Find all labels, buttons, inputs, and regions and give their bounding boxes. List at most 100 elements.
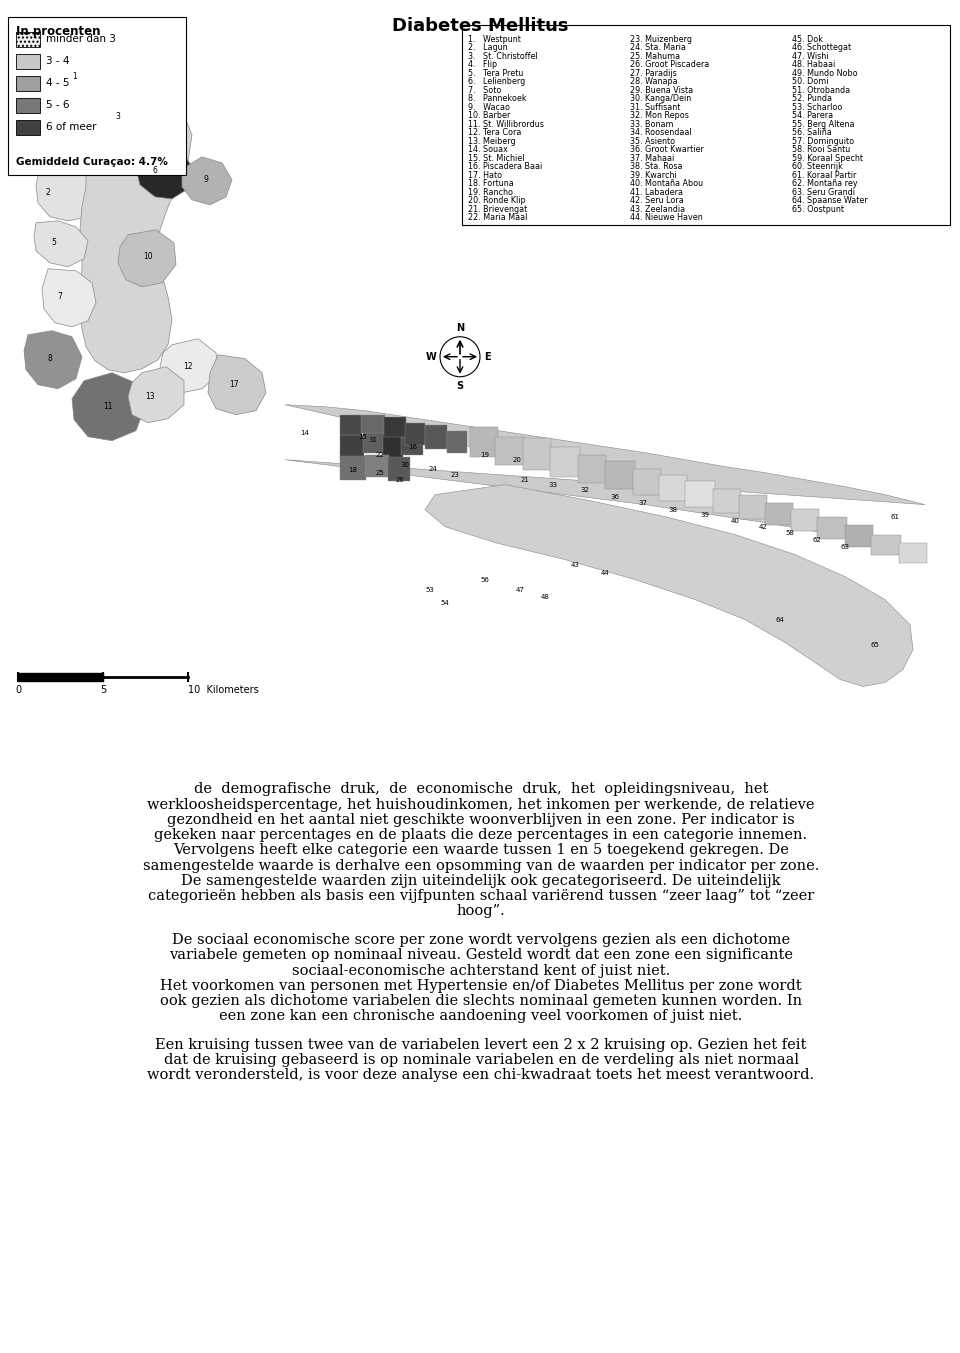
Text: 45. Dok: 45. Dok — [792, 35, 823, 45]
Text: Een kruising tussen twee van de variabelen levert een 2 x 2 kruising op. Gezien : Een kruising tussen twee van de variabel… — [156, 1038, 806, 1053]
Bar — [817, 517, 847, 538]
Text: 42. Seru Lora: 42. Seru Lora — [630, 196, 684, 206]
Text: 39: 39 — [701, 511, 709, 518]
Polygon shape — [208, 354, 266, 415]
Text: 40: 40 — [731, 518, 739, 524]
Text: 35. Asiento: 35. Asiento — [630, 137, 675, 146]
Polygon shape — [24, 330, 82, 388]
Text: 64. Spaanse Water: 64. Spaanse Water — [792, 196, 868, 206]
Text: 8: 8 — [48, 354, 53, 363]
Text: 15: 15 — [359, 434, 368, 440]
Bar — [713, 488, 741, 513]
Text: wordt verondersteld, is voor deze analyse een chi-kwadraat toets het meest veran: wordt verondersteld, is voor deze analys… — [148, 1069, 815, 1082]
Bar — [685, 480, 715, 506]
Text: 30: 30 — [400, 461, 410, 468]
Text: 22. Maria Maal: 22. Maria Maal — [468, 214, 527, 222]
Bar — [16, 76, 40, 91]
Bar — [871, 534, 901, 555]
Text: W: W — [425, 352, 436, 361]
Text: 18. Fortuna: 18. Fortuna — [468, 180, 514, 188]
Bar — [659, 475, 687, 501]
Bar — [16, 97, 40, 112]
Text: 56: 56 — [481, 576, 490, 583]
Text: 44. Nieuwe Haven: 44. Nieuwe Haven — [630, 214, 703, 222]
Polygon shape — [182, 157, 232, 204]
Text: dat de kruising gebaseerd is op nominale variabelen en de verdeling als niet nor: dat de kruising gebaseerd is op nominale… — [163, 1053, 799, 1068]
Text: 9.   Wacao: 9. Wacao — [468, 103, 510, 112]
Text: 20: 20 — [513, 457, 521, 463]
Bar — [447, 430, 467, 453]
Polygon shape — [128, 367, 184, 422]
Text: sociaal-economische achterstand kent of juist niet.: sociaal-economische achterstand kent of … — [292, 963, 670, 977]
Text: 10: 10 — [143, 252, 153, 261]
Text: Diabetes Mellitus: Diabetes Mellitus — [392, 18, 568, 35]
Text: 29. Buena Vista: 29. Buena Vista — [630, 87, 693, 95]
Bar — [340, 456, 366, 480]
Bar — [340, 434, 364, 457]
Polygon shape — [160, 338, 218, 392]
Bar — [765, 502, 793, 525]
Text: 18: 18 — [348, 467, 357, 472]
Text: 5: 5 — [52, 238, 57, 248]
Text: 39. Kwarchi: 39. Kwarchi — [630, 170, 677, 180]
Polygon shape — [425, 484, 913, 686]
Text: 21. Brievengat: 21. Brievengat — [468, 204, 527, 214]
Text: 25. Mahuma: 25. Mahuma — [630, 51, 680, 61]
Text: 31. Suffisant: 31. Suffisant — [630, 103, 681, 112]
Text: een zone kan een chronische aandoening veel voorkomen of juist niet.: een zone kan een chronische aandoening v… — [220, 1009, 743, 1023]
Text: 14: 14 — [300, 430, 309, 436]
Text: 63. Seru Grandi: 63. Seru Grandi — [792, 188, 855, 198]
Text: S: S — [456, 380, 464, 391]
Text: 4 - 5: 4 - 5 — [46, 78, 69, 88]
Bar — [523, 437, 551, 469]
Text: gekeken naar percentages en de plaats die deze percentages in een categorie inne: gekeken naar percentages en de plaats di… — [155, 828, 807, 842]
Text: 15. St. Michiel: 15. St. Michiel — [468, 154, 524, 162]
Text: 16: 16 — [409, 444, 418, 449]
Text: 12: 12 — [183, 363, 193, 371]
Text: 23. Muizenberg: 23. Muizenberg — [630, 35, 692, 45]
Text: 10  Kilometers: 10 Kilometers — [188, 685, 259, 694]
Text: 36. Groot Kwartier: 36. Groot Kwartier — [630, 145, 704, 154]
Text: ook gezien als dichotome variabelen die slechts nominaal gemeten kunnen worden. : ook gezien als dichotome variabelen die … — [160, 994, 802, 1008]
Bar — [405, 422, 425, 445]
Text: 62. Montaña rey: 62. Montaña rey — [792, 180, 857, 188]
Polygon shape — [80, 47, 192, 372]
Text: 31: 31 — [369, 437, 377, 442]
Text: 5.   Tera Pretu: 5. Tera Pretu — [468, 69, 523, 78]
Text: 7: 7 — [58, 292, 62, 302]
Text: 61. Koraal Partir: 61. Koraal Partir — [792, 170, 856, 180]
Bar — [363, 433, 385, 453]
Text: 10. Barber: 10. Barber — [468, 111, 511, 120]
Text: 5 - 6: 5 - 6 — [46, 100, 69, 111]
Text: 65. Oostpunt: 65. Oostpunt — [792, 204, 844, 214]
Polygon shape — [42, 269, 96, 327]
Text: 4.   Flip: 4. Flip — [468, 61, 497, 69]
Bar — [401, 437, 423, 455]
Bar — [16, 54, 40, 69]
Text: 57. Dominguito: 57. Dominguito — [792, 137, 854, 146]
Text: De samengestelde waarden zijn uiteindelijk ook gecategoriseerd. De uiteindelijk: De samengestelde waarden zijn uiteindeli… — [181, 874, 780, 888]
Text: 6: 6 — [153, 166, 157, 176]
Bar — [340, 415, 362, 434]
Bar — [550, 446, 580, 476]
Bar — [361, 415, 385, 433]
Text: samengestelde waarde is derhalve een opsomming van de waarden per indicator per : samengestelde waarde is derhalve een ops… — [143, 859, 819, 873]
Text: 63: 63 — [841, 544, 850, 549]
Text: 19. Rancho: 19. Rancho — [468, 188, 513, 198]
Text: categorieën hebben als basis een vijfpunten schaal variërend tussen “zeer laag” : categorieën hebben als basis een vijfpun… — [148, 889, 814, 902]
Text: hoog”.: hoog”. — [457, 904, 505, 919]
Text: 52. Punda: 52. Punda — [792, 95, 832, 103]
Bar — [16, 120, 40, 135]
Bar — [633, 468, 661, 495]
Bar — [16, 32, 40, 47]
Text: 33: 33 — [548, 482, 558, 487]
Text: 16. Piscadera Baai: 16. Piscadera Baai — [468, 162, 542, 172]
Polygon shape — [34, 221, 88, 267]
Text: minder dan 3: minder dan 3 — [46, 34, 116, 45]
Text: 32. Mon Repos: 32. Mon Repos — [630, 111, 689, 120]
Text: 43: 43 — [570, 561, 580, 568]
Text: 47. Wishi: 47. Wishi — [792, 51, 828, 61]
Text: 42: 42 — [758, 524, 767, 529]
Text: 0: 0 — [15, 685, 21, 694]
Bar — [425, 425, 447, 449]
